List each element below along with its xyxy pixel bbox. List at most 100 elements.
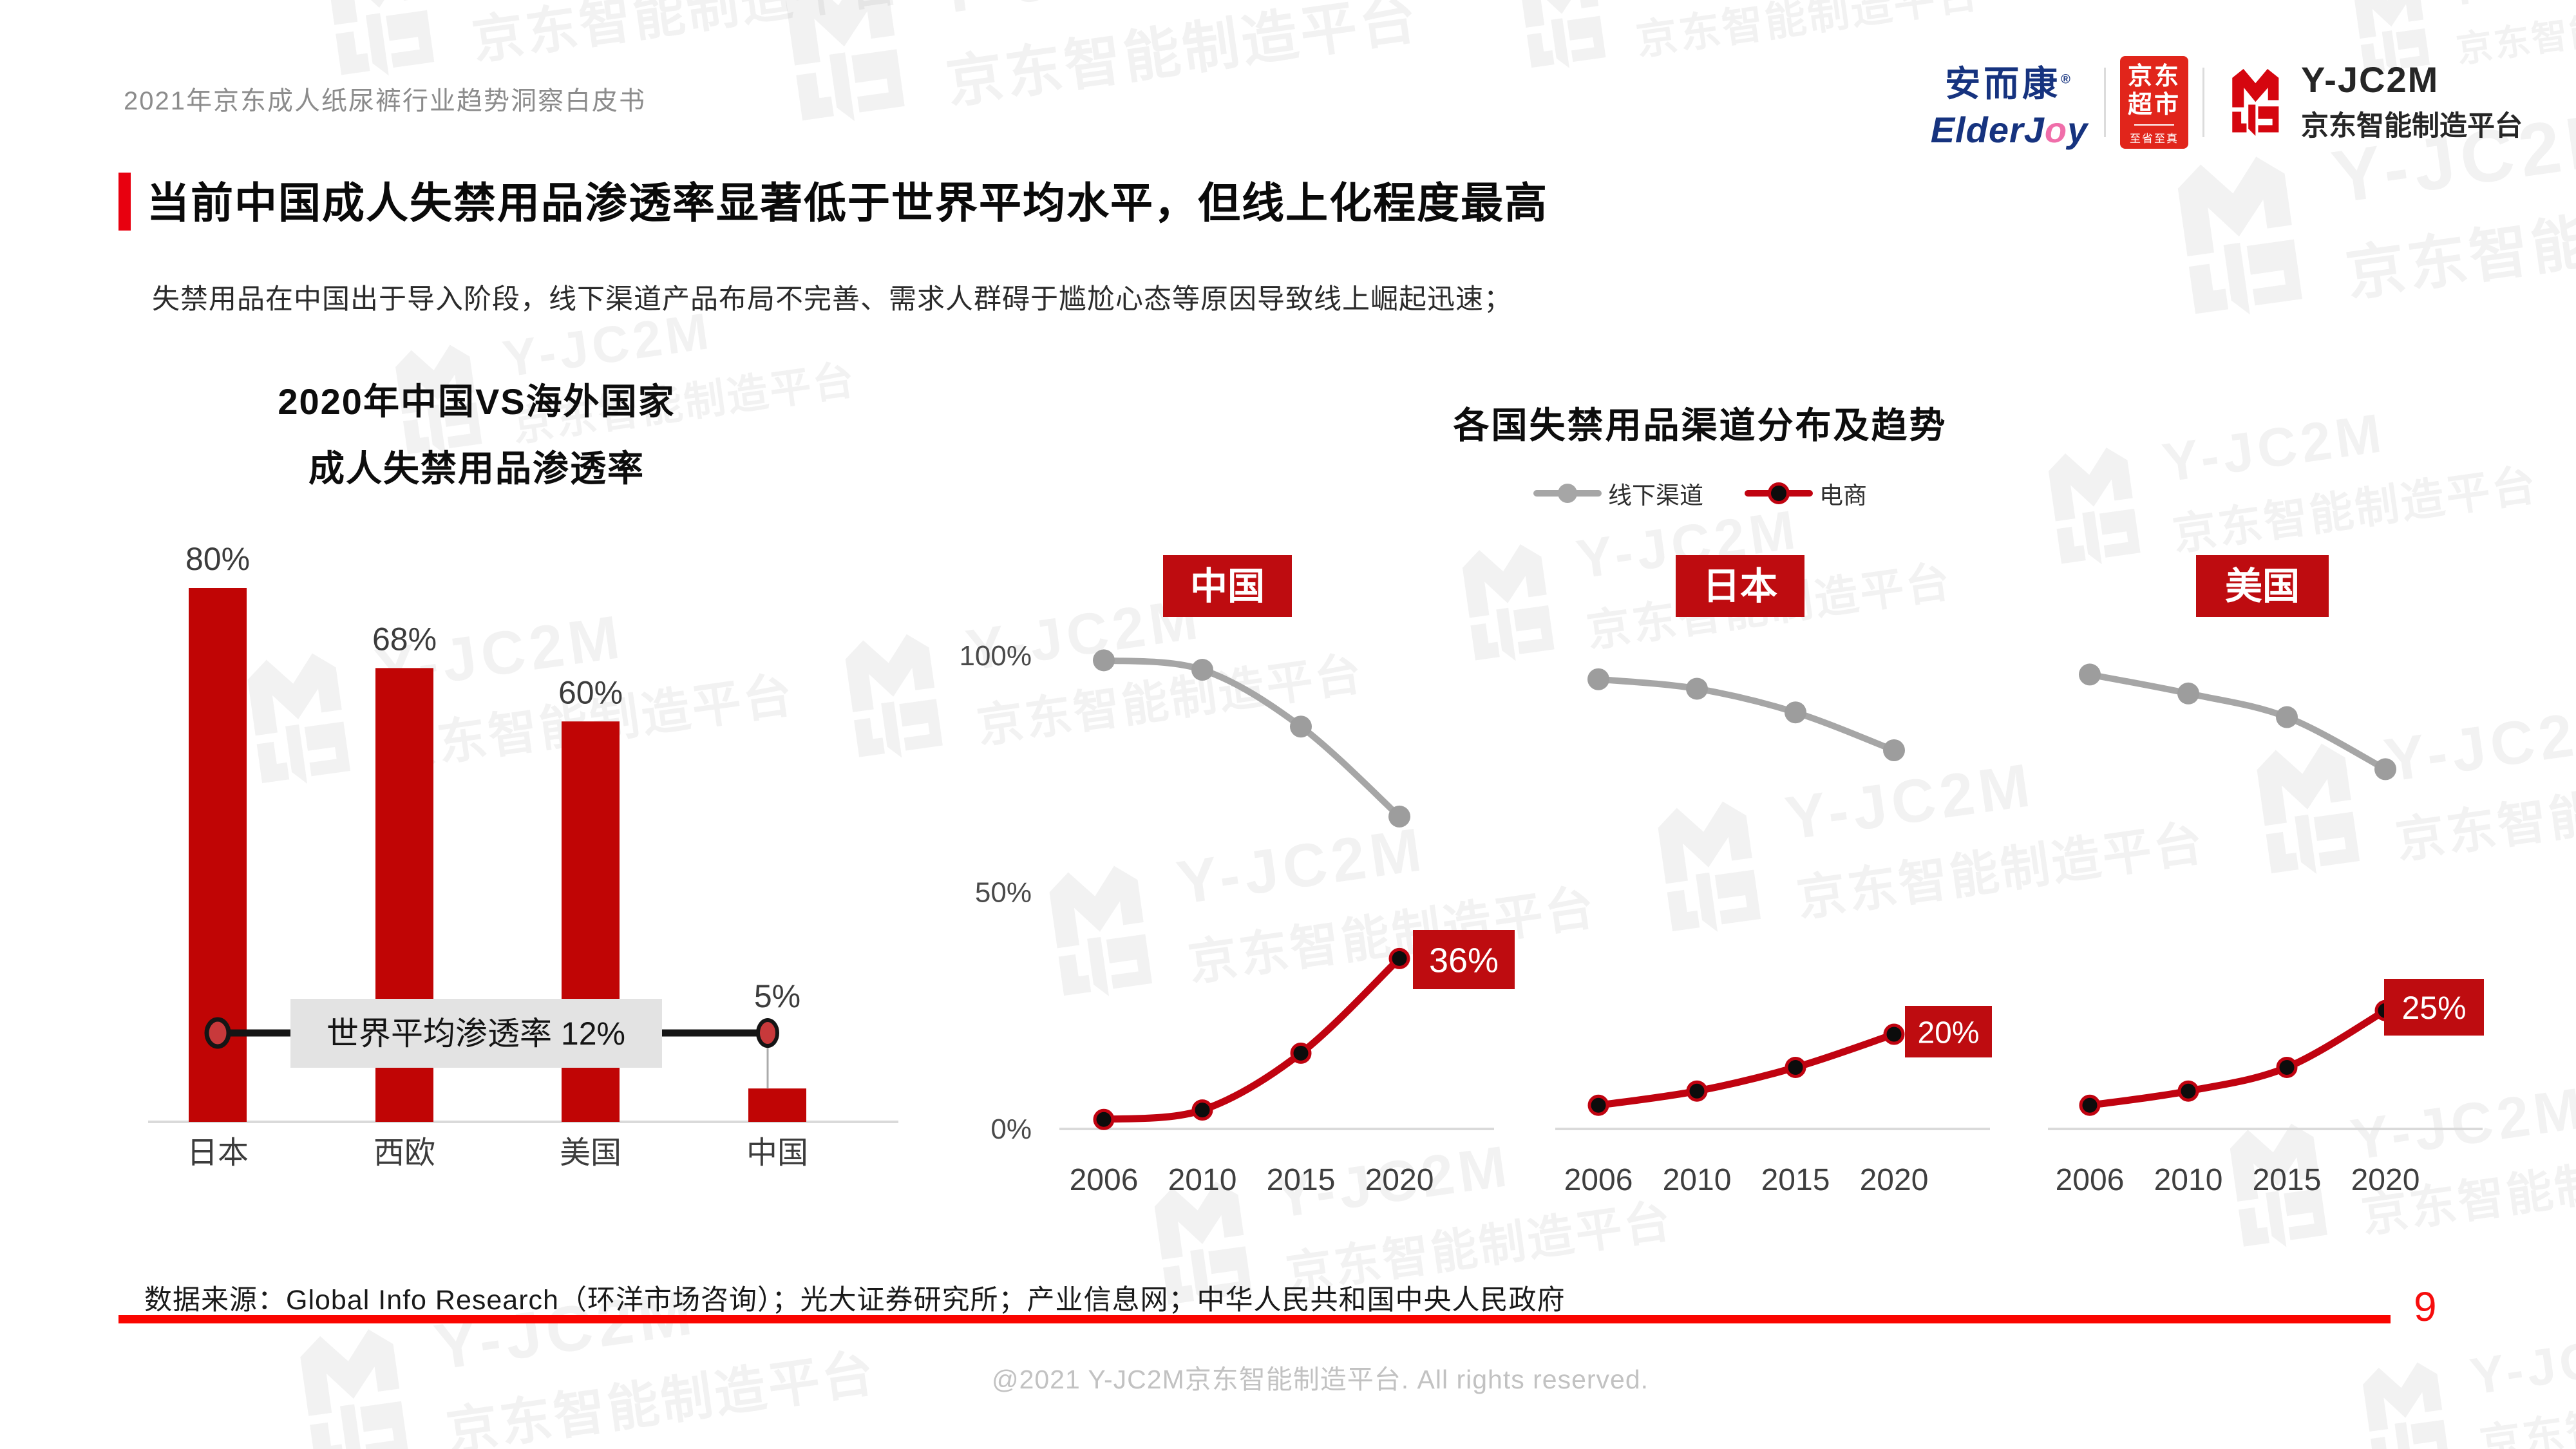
bar-value-label: 60% bbox=[558, 674, 623, 710]
ecom-line bbox=[1595, 1030, 1898, 1109]
x-tick-label: 2020 bbox=[1365, 1163, 1434, 1197]
x-tick-label: 2020 bbox=[2351, 1163, 2420, 1197]
watermark: Y-JC2M京东智能制造平台 bbox=[760, 0, 1423, 144]
jd-logo-divider bbox=[2134, 124, 2174, 126]
x-tick-label: 2020 bbox=[1860, 1163, 1929, 1197]
bar-chart: 80% 68% 60% 5% 日本 西欧 美国 中国 bbox=[148, 541, 898, 1170]
y-tick-label: 50% bbox=[975, 877, 1032, 909]
country-label: 美国 bbox=[2225, 565, 2300, 607]
offline-dot bbox=[1290, 715, 1312, 738]
ecom-dot bbox=[1191, 1099, 1213, 1121]
offline-dot bbox=[1093, 649, 1115, 672]
logo-divider bbox=[2104, 68, 2106, 137]
bar-value-label: 5% bbox=[754, 978, 800, 1014]
offline-dot bbox=[2276, 706, 2298, 728]
yjc2m-watermark-icon bbox=[1658, 801, 1761, 933]
line-chart-日本: 2006 2010 2015 2020 日本 20% bbox=[1555, 555, 1992, 1197]
doc-header: 2021年京东成人纸尿裤行业趋势洞察白皮书 bbox=[124, 87, 646, 115]
bar-value-label: 68% bbox=[372, 621, 437, 657]
x-tick-label: 2010 bbox=[1168, 1163, 1237, 1197]
ecom-dot bbox=[1388, 947, 1410, 969]
yjc2m-watermark-icon bbox=[1049, 866, 1153, 997]
ecom-dot bbox=[1686, 1080, 1708, 1102]
country-label: 中国 bbox=[1190, 565, 1265, 607]
end-value-box bbox=[1905, 1006, 1992, 1057]
country-label: 日本 bbox=[1703, 565, 1777, 607]
legend-label: 电商 bbox=[1819, 482, 1867, 509]
yjc2m-logo: Y-JC2M 京东智能制造平台 bbox=[2222, 61, 2523, 144]
yjc2m-watermark-icon bbox=[2177, 156, 2302, 315]
heart-icon: o bbox=[2044, 109, 2068, 150]
line-chart-美国: 2006 2010 2015 2020 美国 25% bbox=[2048, 555, 2484, 1197]
world-average-annotation: 世界平均渗透率 12% bbox=[204, 999, 779, 1089]
title-accent-bar bbox=[118, 173, 131, 231]
bar-中国 bbox=[748, 1088, 806, 1122]
end-value-label: 36% bbox=[1429, 941, 1499, 980]
world-average-dot bbox=[204, 1017, 231, 1049]
offline-line bbox=[2087, 671, 2389, 773]
data-source-note: 数据来源：Global Info Research（环洋市场咨询）；光大证券研究… bbox=[144, 1285, 1566, 1316]
yjc2m-watermark-icon bbox=[2230, 1123, 2327, 1247]
legend-label: 线下渠道 bbox=[1608, 482, 1703, 509]
ecom-dot bbox=[1587, 1094, 1609, 1116]
elderjoy-cn-wordmark: 安而康® bbox=[1945, 63, 2074, 104]
offline-dot bbox=[1686, 677, 1708, 700]
y-axis-ticks: 100% 50% 0% bbox=[959, 640, 1032, 1145]
logo-bar: 安而康® ElderJoy 京东 超市 至省至真 Y-JC2M 京东智能制造平台 bbox=[1929, 54, 2523, 151]
end-value-label: 25% bbox=[2401, 990, 2466, 1026]
elderjoy-en-wordmark: ElderJoy bbox=[1930, 109, 2088, 150]
page-subtitle: 失禁用品在中国出于导入阶段，线下渠道产品布局不完善、需求人群碍于尴尬心态等原因导… bbox=[152, 284, 1512, 315]
jd-supermarket-logo: 京东 超市 至省至真 bbox=[2120, 56, 2188, 149]
offline-line bbox=[1101, 657, 1403, 820]
bar-日本 bbox=[189, 588, 247, 1122]
y-tick-label: 100% bbox=[959, 640, 1032, 672]
bar-西欧 bbox=[375, 668, 433, 1122]
offline-dot bbox=[2177, 682, 2199, 705]
world-average-label: 世界平均渗透率 12% bbox=[327, 1016, 625, 1052]
ecom-dot bbox=[2079, 1094, 2101, 1116]
offline-dot bbox=[1883, 739, 1905, 761]
page-title: 当前中国成人失禁用品渗透率显著低于世界平均水平，但线上化程度最高 bbox=[147, 179, 1548, 227]
yjc2m-subtitle: 京东智能制造平台 bbox=[2301, 111, 2523, 142]
copyright-note: @2021 Y-JC2M京东智能制造平台. All rights reserve… bbox=[991, 1365, 1649, 1394]
x-tick-label: 2010 bbox=[1663, 1163, 1732, 1197]
bar-category-label: 美国 bbox=[560, 1136, 621, 1170]
offline-dot bbox=[1785, 701, 1806, 724]
line-chart-中国: 2006 2010 2015 2020 中国 36% bbox=[1059, 555, 1515, 1197]
country-label-box bbox=[1676, 555, 1804, 617]
legend-item-offline: 线下渠道 bbox=[1533, 476, 1703, 511]
ecom-dot bbox=[2177, 1080, 2199, 1102]
x-tick-label: 2015 bbox=[2253, 1163, 2322, 1197]
yjc2m-watermark-icon bbox=[2257, 743, 2360, 875]
footer-divider bbox=[118, 1315, 2391, 1323]
yjc2m-watermark-icon bbox=[300, 1329, 409, 1449]
yjc2m-name: Y-JC2M bbox=[2301, 59, 2439, 100]
world-average-label-box bbox=[290, 999, 662, 1068]
offline-dot bbox=[1388, 805, 1410, 828]
ecom-line-swatch-icon bbox=[1745, 482, 1813, 504]
bar-category-label: 日本 bbox=[187, 1136, 249, 1170]
end-value-label: 20% bbox=[1917, 1016, 1979, 1050]
offline-dot bbox=[2374, 758, 2396, 781]
ecom-line bbox=[2086, 1007, 2389, 1109]
elderjoy-logo: 安而康® ElderJoy bbox=[1929, 55, 2090, 151]
bar-category-label: 中国 bbox=[746, 1136, 808, 1170]
world-average-dot bbox=[756, 1018, 779, 1048]
x-tick-label: 2006 bbox=[1070, 1163, 1139, 1197]
x-tick-label: 2015 bbox=[1267, 1163, 1336, 1197]
yjc2m-watermark-icon bbox=[785, 0, 905, 122]
ecom-line bbox=[1100, 954, 1403, 1123]
y-tick-label: 0% bbox=[990, 1113, 1032, 1145]
ecom-dot bbox=[1883, 1023, 1905, 1045]
x-tick-label: 2006 bbox=[1564, 1163, 1633, 1197]
yjc2m-mark-icon bbox=[2232, 69, 2279, 136]
offline-dot bbox=[1191, 659, 1213, 681]
end-value-box bbox=[1413, 930, 1515, 989]
page-number: 9 bbox=[2414, 1283, 2437, 1330]
